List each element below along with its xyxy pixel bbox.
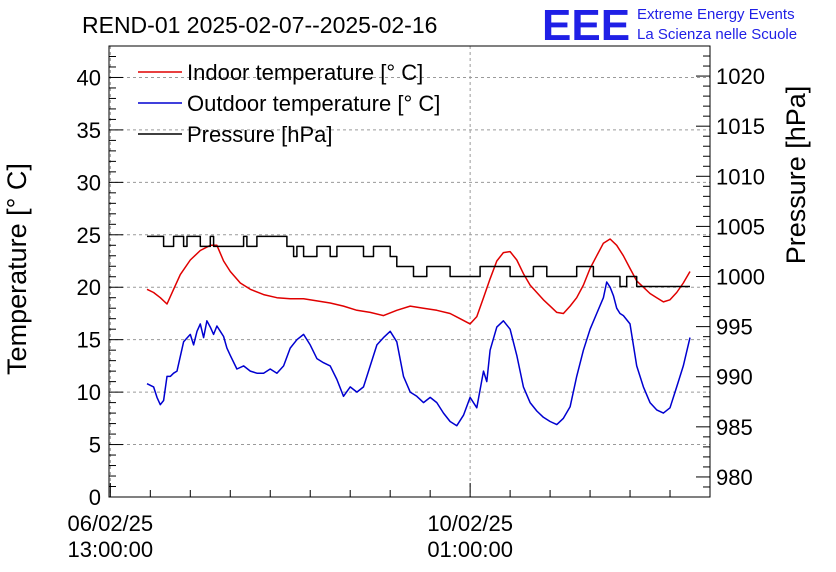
outdoor-temperature-line (146, 281, 691, 427)
y-right-tick-label: 990 (716, 365, 753, 390)
x-tick-label-date: 10/02/25 (427, 511, 513, 536)
y-right-tick-label: 1005 (716, 214, 765, 239)
y-axis-right-title: Pressure [hPa] (781, 86, 811, 265)
y-right-tick-label: 985 (716, 415, 753, 440)
plot-frame (108, 45, 711, 498)
eee-line1: Extreme Energy Events (637, 6, 795, 23)
y-axis-left-title: Temperature [° C] (2, 163, 32, 375)
legend-indoor-label: Indoor temperature [° C] (187, 60, 423, 85)
eee-logo-letters: EEE (542, 1, 630, 50)
y-axis-right: 980 985 990 995 1000 1005 1010 1015 1020 (696, 45, 765, 498)
chart-title: REND-01 2025-02-07--2025-02-16 (82, 12, 437, 38)
indoor-temperature-line (146, 238, 691, 325)
y-right-tick-label: 1010 (716, 164, 765, 189)
eee-logo: EEE Extreme Energy Events La Scienza nel… (542, 1, 797, 50)
x-tick-label-date: 06/02/25 (68, 511, 154, 536)
y-left-tick-label: 35 (77, 118, 101, 143)
eee-line2: La Scienza nelle Scuole (637, 26, 797, 43)
series-lines (146, 235, 691, 427)
y-left-tick-label: 0 (89, 485, 101, 510)
y-left-tick-label: 25 (77, 223, 101, 248)
y-right-tick-label: 995 (716, 315, 753, 340)
y-axis-left: 0 5 10 15 20 25 30 35 40 (77, 45, 123, 510)
x-tick-label-time: 13:00:00 (68, 537, 154, 562)
y-right-tick-label: 980 (716, 465, 753, 490)
legend-outdoor-label: Outdoor temperature [° C] (187, 91, 440, 116)
y-right-tick-label: 1015 (716, 114, 765, 139)
y-left-tick-label: 40 (77, 65, 101, 90)
y-left-tick-label: 30 (77, 170, 101, 195)
pressure-line (147, 235, 690, 288)
y-left-tick-label: 15 (77, 328, 101, 353)
legend-pressure-label: Pressure [hPa] (187, 122, 333, 147)
y-right-tick-label: 1020 (716, 64, 765, 89)
y-left-tick-label: 10 (77, 380, 101, 405)
x-tick-label-time: 01:00:00 (427, 537, 513, 562)
y-left-tick-label: 20 (77, 275, 101, 300)
y-left-tick-label: 5 (89, 433, 101, 458)
y-right-tick-label: 1000 (716, 265, 765, 290)
legend: Indoor temperature [° C] Outdoor tempera… (138, 60, 440, 147)
